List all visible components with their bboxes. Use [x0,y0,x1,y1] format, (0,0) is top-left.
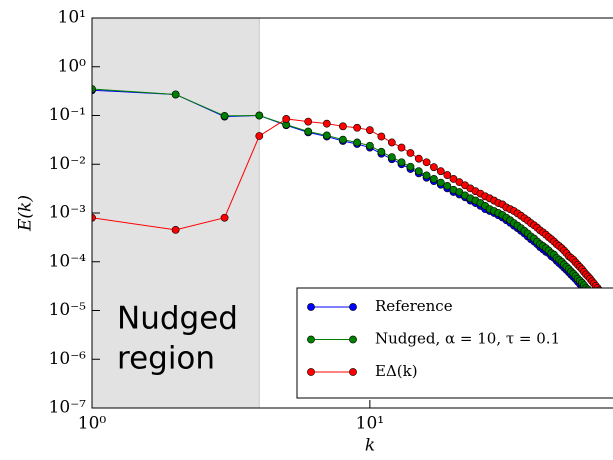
axes-frame [91,17,613,409]
marker [353,123,362,132]
marker [443,171,452,179]
x-tick-label: 10⁰ [78,414,107,434]
legend-label: Reference [375,297,453,315]
marker [436,178,445,187]
marker [422,171,431,180]
marker [414,167,423,176]
legend-marker [307,303,315,311]
marker [377,132,386,141]
marker [322,119,331,128]
marker [422,158,431,167]
legend-marker [349,303,357,311]
marker [255,111,264,120]
marker [322,131,331,140]
y-tick-label: 10⁻⁶ [49,349,87,369]
marker [171,226,180,234]
y-tick-label: 10⁰ [58,56,87,76]
marker [339,122,347,131]
region-label: region [117,341,215,377]
marker [171,90,180,99]
x-axis-label: k [365,436,375,456]
marker [443,181,452,190]
y-tick-label: 10⁻³ [49,203,86,223]
y-tick-label: 10⁻² [49,154,86,174]
marker [429,175,438,183]
legend-marker [349,368,357,376]
x-tick-label: 10¹ [356,414,384,434]
marker [406,149,415,157]
legend-label: Nudged, α = 10, τ = 0.1 [375,330,560,348]
y-tick-label: 10⁻⁷ [49,398,87,418]
marker [377,147,386,156]
marker [406,162,415,171]
marker [414,154,423,163]
legend-marker [307,368,315,376]
legend-label: EΔ(k) [375,362,418,380]
marker [436,167,445,176]
marker [282,115,291,123]
y-tick-label: 10¹ [58,8,86,28]
marker [220,112,229,120]
y-tick-label: 10⁻⁵ [49,300,87,320]
marker [353,138,362,147]
marker [304,117,313,126]
marker [429,163,438,172]
marker [397,158,406,167]
marker [387,138,396,147]
marker [387,153,396,162]
marker [365,126,374,135]
y-tick-label: 10⁻⁴ [49,251,87,271]
marker [449,175,458,183]
marker [365,141,374,150]
y-tick-label: 10⁻¹ [49,105,86,125]
marker [339,135,347,144]
y-axis-label: E(k) [16,195,36,232]
legend-marker [349,335,357,344]
marker [455,188,464,196]
region-label: Nudged [117,301,238,337]
marker [304,127,313,136]
marker [220,213,229,222]
marker [255,132,264,140]
legend-marker [307,335,315,344]
shaded-region [92,18,260,408]
marker [397,143,406,152]
